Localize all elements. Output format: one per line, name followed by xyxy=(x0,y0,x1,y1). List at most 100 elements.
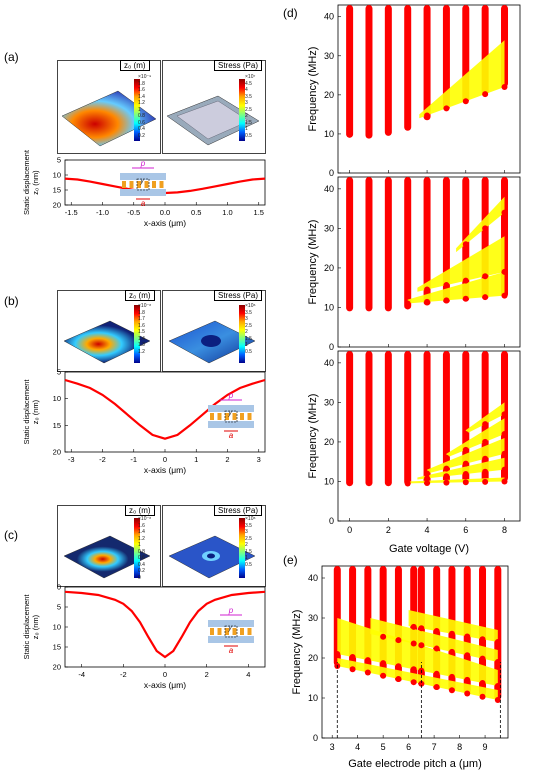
resonance-point xyxy=(494,697,501,703)
resonance-point xyxy=(501,411,508,418)
x-tick-label: 3 xyxy=(257,455,261,464)
x-tick-label: 9 xyxy=(483,742,488,752)
x-tick-label: 8 xyxy=(502,525,507,535)
cbar-b-right-ticks: ×10⁶ 3.5 3 2.5 2 1.5 1 0.5 xyxy=(245,303,256,355)
resonance-column xyxy=(404,5,412,131)
y-tick-label: 30 xyxy=(324,397,334,407)
resonance-column xyxy=(423,177,431,306)
device-inset-c: p y a xyxy=(208,606,254,655)
y-axis-label-line: Static displacement xyxy=(22,594,31,660)
x-axis-label: Gate electrode pitch a (μm) xyxy=(348,758,482,770)
y-tick-label: 10 xyxy=(324,302,334,312)
inset-electrode xyxy=(217,413,222,420)
inset-electrode xyxy=(129,181,134,188)
mode-band xyxy=(465,402,505,434)
chart-b: -3 -2 -1 0 1 2 3 5 10 15 20 x-axis (μm) Static displ… xyxy=(22,368,266,475)
inset-electrode xyxy=(232,413,237,420)
resonance-point xyxy=(443,297,450,304)
x-axis-label: x-axis (μm) xyxy=(144,218,186,228)
resonance-point xyxy=(334,651,341,657)
x-tick-label: 7 xyxy=(432,742,437,752)
resonance-point xyxy=(448,673,455,680)
resonance-point xyxy=(464,676,471,683)
resonance-point xyxy=(462,98,469,105)
resonance-point xyxy=(404,300,411,307)
inset-bottom-layer xyxy=(208,421,254,428)
y-tick-label: 5 xyxy=(57,603,61,612)
cbar-c-left-ticks: ×10⁻⁸ 1.6 1.4 1.2 1 0.8 0.6 0.4 0.2 0 xyxy=(138,516,152,581)
panel-label-e: (e) xyxy=(283,553,298,567)
resonance-column xyxy=(442,351,450,485)
inset-electrode xyxy=(152,181,156,188)
x-tick-label: 3 xyxy=(330,742,335,752)
resonance-point xyxy=(404,480,411,487)
resonance-point xyxy=(395,663,402,670)
resonance-column xyxy=(442,5,450,111)
cbar-b-left-ticks: ×10⁻⁸ 1.8 1.7 1.6 1.5 1.4 1.3 1.2 xyxy=(138,303,152,355)
x-tick-label: -0.5 xyxy=(127,208,140,217)
resonance-point xyxy=(462,431,469,438)
panel-label-d: (d) xyxy=(283,6,298,20)
mode-band xyxy=(408,610,498,642)
resonance-point xyxy=(482,273,489,280)
x-tick-label: 1 xyxy=(194,455,198,464)
x-axis-label: Gate voltage (V) xyxy=(389,543,469,555)
resonance-point xyxy=(494,683,501,689)
inset-electrode xyxy=(122,181,126,188)
y-axis-label-line: z₀ (nm) xyxy=(31,170,40,195)
inset-electrode xyxy=(210,628,214,635)
resonance-point xyxy=(424,298,431,305)
resonance-point xyxy=(482,294,489,301)
resonance-point xyxy=(424,475,431,482)
mode-band xyxy=(407,271,505,304)
mode-band xyxy=(337,658,498,700)
x-axis-label: x-axis (μm) xyxy=(144,680,186,690)
chart-d-subplot: 0 10 20 30 40 Frequency (MHz) xyxy=(307,4,521,178)
inset-electrode xyxy=(217,628,222,635)
x-tick-label: 0 xyxy=(163,455,167,464)
inset-p-label: p xyxy=(228,606,234,615)
mode-band xyxy=(427,438,505,474)
panel-label-a: (a) xyxy=(4,50,19,64)
resonance-point xyxy=(494,639,501,645)
snapshot-c-stress xyxy=(162,505,266,587)
chart-d-subplot: 0 10 20 30 40 Frequency (MHz) xyxy=(307,176,521,352)
resonance-point xyxy=(501,450,508,457)
snapshot-c-displacement xyxy=(57,505,161,587)
y-tick-label: 10 xyxy=(308,693,318,703)
membrane-a-stress xyxy=(166,95,260,146)
resonance-point xyxy=(464,690,471,697)
resonance-point xyxy=(462,241,469,248)
y-tick-label: 40 xyxy=(324,358,334,368)
x-tick-label: 4 xyxy=(355,742,360,752)
x-tick-label: -1.0 xyxy=(96,208,109,217)
resonance-point xyxy=(448,648,455,655)
membrane-c-stress xyxy=(168,535,256,579)
y-tick-label: 40 xyxy=(308,573,318,583)
y-tick-label: 10 xyxy=(53,394,61,403)
snapshot-b-stress xyxy=(162,290,266,372)
y-tick-label: 40 xyxy=(324,184,334,194)
x-tick-label: 5 xyxy=(381,742,386,752)
resonance-point xyxy=(443,473,450,480)
resonance-point xyxy=(364,657,371,664)
resonance-point xyxy=(464,633,471,640)
mode-band xyxy=(446,418,505,458)
resonance-column xyxy=(365,177,373,312)
resonance-column xyxy=(423,351,431,486)
mode-band xyxy=(417,457,505,480)
y-tick-label: 40 xyxy=(324,12,334,22)
resonance-point xyxy=(424,470,431,477)
resonance-point xyxy=(395,675,402,682)
resonance-point xyxy=(410,679,417,686)
resonance-point xyxy=(462,446,469,453)
membrane-b-stress xyxy=(168,320,256,364)
y-axis-label-line: z₀ (nm) xyxy=(31,399,40,424)
y-tick-label: 10 xyxy=(324,129,334,139)
snapshot-a-displacement xyxy=(57,60,161,154)
resonance-column xyxy=(384,351,392,487)
y-tick-label: 30 xyxy=(324,223,334,233)
resonance-point xyxy=(433,645,440,652)
y-tick-label: 20 xyxy=(53,201,61,210)
y-axis-label-line: Static displacement xyxy=(22,149,31,215)
